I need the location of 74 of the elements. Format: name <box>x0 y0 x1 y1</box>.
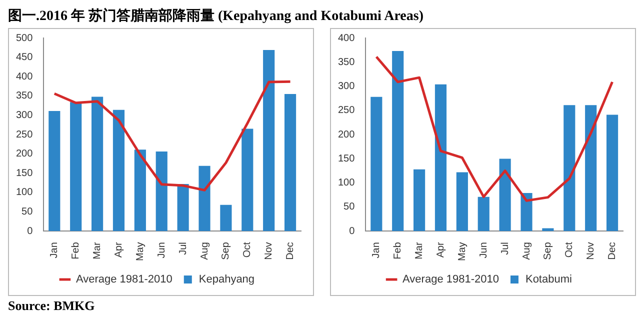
x-tick-label: Apr <box>435 241 446 258</box>
y-tick-label: 0 <box>349 226 356 237</box>
x-tick-label: May <box>456 242 468 262</box>
y-tick-label: 350 <box>338 56 356 68</box>
bar <box>520 192 532 232</box>
legend-label: Average 1981-2010 <box>402 274 499 286</box>
bar <box>156 152 168 232</box>
x-tick-label: Aug <box>521 242 532 260</box>
legend-label: Kotabumi <box>525 274 572 286</box>
x-tick-label: Aug <box>199 242 210 260</box>
x-tick-label: Sep <box>542 242 554 260</box>
bar <box>242 128 254 232</box>
x-tick-label: Oct <box>564 242 576 258</box>
y-tick-label: 100 <box>338 178 356 189</box>
x-tick-label: Jan <box>371 242 382 258</box>
bar <box>220 204 232 232</box>
legend-label: Average 1981-2010 <box>76 274 172 286</box>
x-tick-label: Feb <box>70 242 82 260</box>
y-tick-label: 50 <box>344 202 356 213</box>
bar <box>414 169 426 232</box>
y-tick-label: 450 <box>16 52 34 64</box>
y-tick-label: 0 <box>27 226 34 237</box>
bar <box>564 105 576 232</box>
bar <box>134 150 146 232</box>
y-tick-label: 150 <box>338 153 356 164</box>
x-tick-label: Mar <box>414 241 426 260</box>
x-tick-label: Feb <box>392 242 404 260</box>
y-tick-label: 300 <box>16 110 34 121</box>
bar <box>456 172 468 232</box>
y-tick-label: 200 <box>338 129 356 140</box>
x-tick-label: Oct <box>242 242 254 258</box>
y-tick-label: 150 <box>16 168 34 179</box>
source-note: Source: BMKG <box>8 298 96 314</box>
bar <box>48 110 60 232</box>
x-tick-label: May <box>134 242 146 262</box>
bar <box>92 96 104 232</box>
x-tick-label: Jun <box>156 242 168 258</box>
bar <box>370 96 382 232</box>
y-tick-label: 300 <box>338 81 356 92</box>
x-tick-label: Sep <box>220 242 232 260</box>
x-tick-label: Jun <box>478 242 490 258</box>
x-tick-label: Dec <box>285 242 296 260</box>
y-tick-label: 200 <box>16 148 34 160</box>
bar <box>606 114 618 232</box>
y-tick-label: 100 <box>16 187 34 198</box>
y-tick-label: 250 <box>16 129 34 140</box>
x-tick-label: Nov <box>264 242 275 260</box>
x-tick-label: Mar <box>92 241 104 260</box>
bar <box>542 228 554 232</box>
x-tick-label: Apr <box>113 241 124 258</box>
x-tick-label: Jan <box>49 242 60 258</box>
bar <box>434 84 447 232</box>
y-tick-label: 50 <box>22 206 34 218</box>
bar <box>478 196 490 232</box>
y-tick-label: 400 <box>16 71 34 82</box>
legend-label: Kepahyang <box>198 274 255 286</box>
bar <box>263 50 275 232</box>
y-tick-label: 400 <box>338 32 356 44</box>
bar <box>585 105 597 232</box>
bar <box>392 51 404 232</box>
bar <box>70 102 82 232</box>
y-tick-label: 350 <box>16 90 34 102</box>
chart-title: 图一.2016 年 苏门答腊南部降雨量 (Kepahyang and Kotabumi Areas) <box>8 8 424 26</box>
y-tick-label: 500 <box>16 32 34 44</box>
bar <box>499 158 511 232</box>
x-tick-label: Jul <box>500 242 511 255</box>
y-tick-label: 250 <box>338 105 356 116</box>
bar <box>177 184 189 232</box>
bar <box>284 94 296 232</box>
bar <box>198 166 210 232</box>
x-tick-label: Jul <box>178 242 189 255</box>
bar <box>112 110 125 232</box>
x-tick-label: Nov <box>586 242 597 260</box>
x-tick-label: Dec <box>607 242 618 260</box>
